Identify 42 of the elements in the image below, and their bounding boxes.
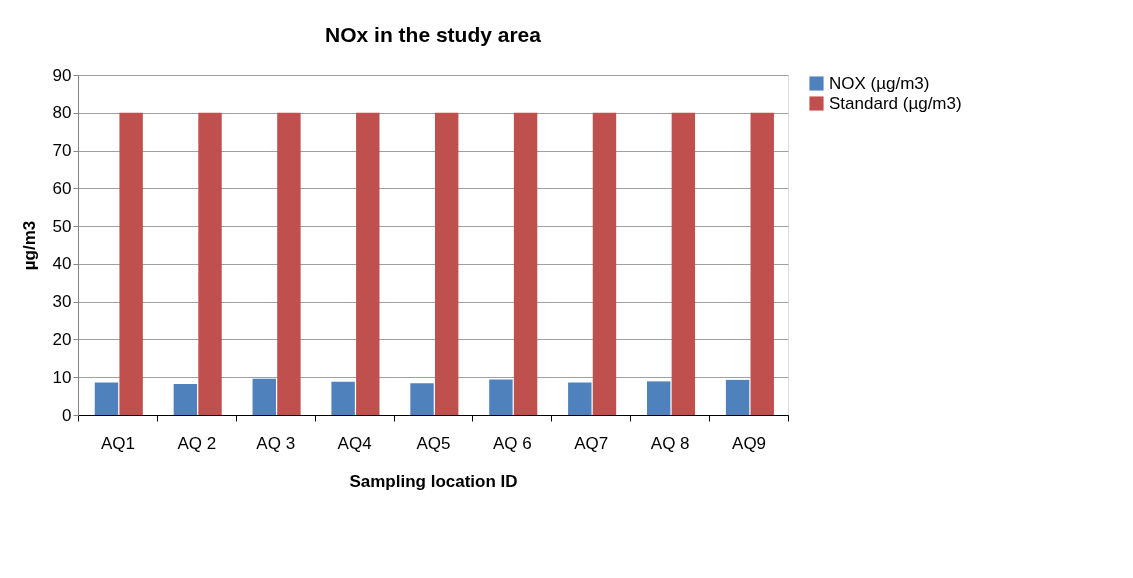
bar — [173, 384, 198, 415]
y-tick-label: 50 — [52, 216, 72, 236]
x-axis-title: Sampling location ID — [349, 471, 518, 491]
y-tick-label: 20 — [52, 329, 72, 349]
bar — [671, 112, 696, 415]
x-tick-label: AQ 3 — [256, 433, 296, 453]
y-tick-label: 70 — [52, 141, 72, 161]
x-tick-label: AQ 8 — [650, 433, 690, 453]
y-tick-label: 60 — [52, 178, 72, 198]
y-tick-label: 0 — [62, 405, 72, 425]
bar — [198, 112, 222, 415]
bar — [568, 382, 592, 415]
bar — [252, 378, 276, 415]
x-tick-label: AQ9 — [732, 433, 767, 453]
bar — [489, 379, 513, 415]
legend-label: Standard (µg/m3) — [829, 93, 962, 113]
x-tick-label: AQ 2 — [177, 433, 217, 453]
bar — [513, 112, 538, 415]
y-tick-label: 30 — [52, 292, 72, 312]
y-tick-label: 90 — [52, 65, 72, 85]
bar — [592, 112, 617, 415]
bar — [410, 383, 434, 415]
y-axis-title: µg/m3 — [19, 220, 39, 271]
bar — [725, 379, 750, 415]
bar — [356, 112, 380, 415]
x-tick-label: AQ 6 — [493, 433, 532, 453]
x-tick-label: AQ4 — [337, 433, 372, 453]
x-tick-label: AQ5 — [416, 433, 451, 453]
y-tick-label: 40 — [52, 254, 72, 274]
bar — [331, 381, 355, 415]
chart-title: NOx in the study area — [325, 23, 542, 46]
y-tick-label: 80 — [52, 103, 72, 123]
legend-label: NOX (µg/m3) — [829, 73, 930, 93]
bar — [646, 381, 671, 415]
x-tick-label: AQ7 — [574, 433, 609, 453]
bar — [750, 112, 774, 415]
bar — [94, 382, 119, 415]
x-tick-label: AQ1 — [100, 433, 135, 453]
bar — [434, 112, 459, 415]
bar — [277, 112, 301, 415]
y-tick-label: 10 — [52, 367, 72, 387]
bar — [119, 112, 143, 415]
